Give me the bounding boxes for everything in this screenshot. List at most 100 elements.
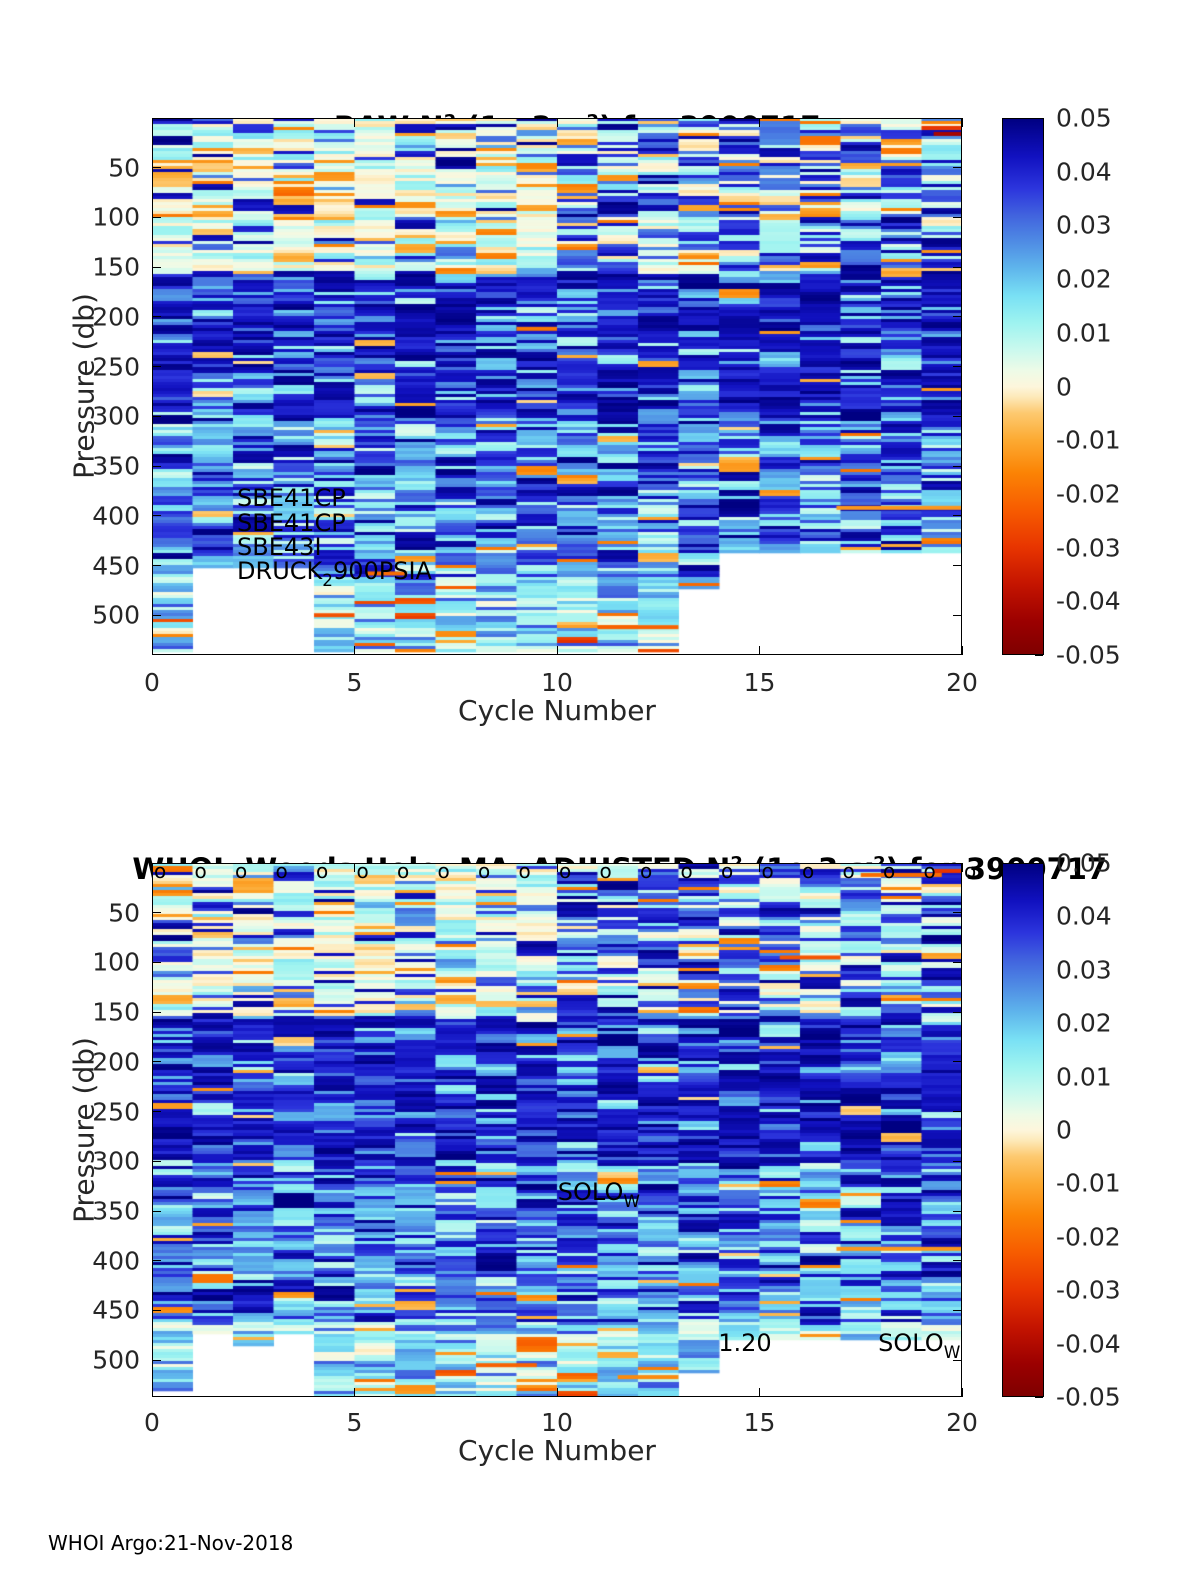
data-point-marker: o [599, 858, 612, 883]
colorbar-tick-label: -0.05 [1056, 640, 1121, 670]
y-tick-label: 500 [92, 600, 140, 630]
raw-heatmap-canvas [152, 118, 962, 655]
y-tick-label: 350 [92, 1196, 140, 1226]
x-tick-mark [556, 646, 558, 655]
x-tick-label: 10 [541, 1408, 573, 1437]
y-tick-label: 450 [92, 1295, 140, 1325]
y-tick-mark [953, 614, 962, 616]
x-tick-mark [759, 1388, 760, 1397]
x-tick-mark [556, 118, 558, 127]
y-tick-label: 350 [92, 451, 140, 481]
plot-annotation: 1.20 [718, 1329, 771, 1357]
annotation-subscript: 2 [322, 569, 333, 590]
raw-colorbar [1002, 118, 1044, 655]
colorbar-tick-label: 0.01 [1056, 318, 1112, 348]
y-tick-mark [152, 565, 161, 566]
data-point-marker: o [923, 858, 936, 883]
colorbar-tick-label: 0.04 [1056, 157, 1112, 187]
x-tick-mark [961, 1388, 963, 1397]
data-point-marker: o [518, 858, 531, 883]
y-tick-mark [953, 415, 962, 417]
annotation-subscript: W [623, 1190, 640, 1211]
data-point-marker: o [558, 858, 572, 883]
x-tick-mark [151, 1388, 153, 1397]
x-tick-mark [961, 863, 963, 872]
colorbar-tick-label: -0.03 [1056, 533, 1121, 563]
data-point-marker: o [477, 858, 491, 883]
data-point-marker: o [639, 858, 653, 883]
y-tick-mark [953, 1160, 962, 1162]
y-tick-mark [152, 1359, 161, 1361]
x-tick-mark [151, 118, 153, 127]
y-tick-label: 250 [92, 1097, 140, 1127]
y-tick-mark [152, 366, 161, 368]
data-point-marker: o [761, 858, 774, 883]
colorbar-tick-label: 0.01 [1056, 1062, 1112, 1092]
y-tick-label: 100 [92, 202, 140, 232]
x-tick-mark [151, 863, 153, 872]
x-tick-mark [759, 118, 760, 127]
y-tick-mark [953, 266, 962, 268]
y-tick-mark [152, 167, 161, 169]
data-point-marker: o [963, 858, 977, 883]
colorbar-tick-mark [1035, 654, 1043, 656]
adjusted-heatmap-canvas [152, 863, 962, 1397]
x-tick-mark [354, 646, 355, 655]
data-point-marker: o [234, 858, 248, 883]
y-tick-mark [152, 1309, 161, 1311]
y-tick-label: 100 [92, 947, 140, 977]
x-tick-label: 15 [743, 1408, 776, 1437]
colorbar-tick-label: -0.02 [1056, 1222, 1121, 1252]
annotation-text: SOLO [557, 1178, 624, 1207]
x-tick-mark [961, 646, 963, 655]
x-tick-mark [759, 646, 760, 655]
raw-x-axis-label: Cycle Number [458, 694, 656, 727]
y-tick-mark [953, 316, 962, 318]
y-tick-mark [953, 167, 962, 169]
annotation-text: 1.20 [718, 1329, 772, 1358]
x-tick-label: 0 [144, 1408, 160, 1437]
y-tick-mark [152, 316, 161, 318]
plot-annotation: SBE43I [237, 533, 321, 561]
plot-annotation: DRUCK2900PSIA [237, 557, 432, 589]
x-tick-label: 20 [946, 668, 978, 697]
y-tick-label: 200 [92, 1047, 140, 1077]
raw-y-axis-label: Pressure (db) [67, 293, 101, 479]
y-tick-mark [953, 1260, 962, 1262]
colorbar-tick-label: -0.03 [1056, 1275, 1121, 1305]
annotation-subscript: W [943, 1341, 961, 1362]
data-point-marker: o [801, 858, 815, 883]
y-tick-mark [152, 614, 161, 616]
x-tick-mark [961, 118, 963, 127]
x-tick-label: 0 [144, 668, 160, 697]
data-point-marker: o [194, 858, 207, 883]
colorbar-tick-label: 0.03 [1056, 955, 1112, 985]
data-point-marker: o [315, 858, 329, 883]
x-tick-label: 15 [743, 668, 776, 697]
colorbar-tick-mark [1035, 1396, 1043, 1398]
y-tick-mark [152, 515, 161, 517]
data-point-marker: o [720, 858, 734, 883]
annotation-text: 900PSIA [332, 557, 432, 586]
y-tick-mark [953, 1061, 962, 1063]
plot-annotation: SOLOW [557, 1178, 640, 1210]
y-tick-mark [953, 565, 962, 566]
x-tick-mark [151, 646, 153, 655]
data-point-marker: o [153, 858, 167, 883]
annotation-text: SBE43I [237, 532, 322, 561]
x-tick-mark [759, 863, 760, 872]
x-tick-label: 5 [346, 1408, 363, 1437]
colorbar-tick-label: 0.02 [1056, 264, 1112, 294]
colorbar-tick-label: -0.02 [1056, 479, 1121, 509]
colorbar-tick-label: 0.04 [1056, 901, 1112, 931]
y-tick-mark [152, 1061, 161, 1063]
y-tick-mark [152, 1210, 161, 1212]
colorbar-tick-label: 0 [1056, 1115, 1072, 1145]
plot-annotation: SOLOW [878, 1329, 960, 1361]
colorbar-tick-label: 0.05 [1056, 103, 1112, 133]
y-tick-label: 300 [92, 401, 140, 431]
y-tick-label: 300 [92, 1146, 140, 1176]
y-tick-label: 500 [92, 1345, 140, 1375]
plot-annotation: SBE41CP [237, 484, 346, 512]
colorbar-tick-label: -0.01 [1056, 1168, 1121, 1198]
